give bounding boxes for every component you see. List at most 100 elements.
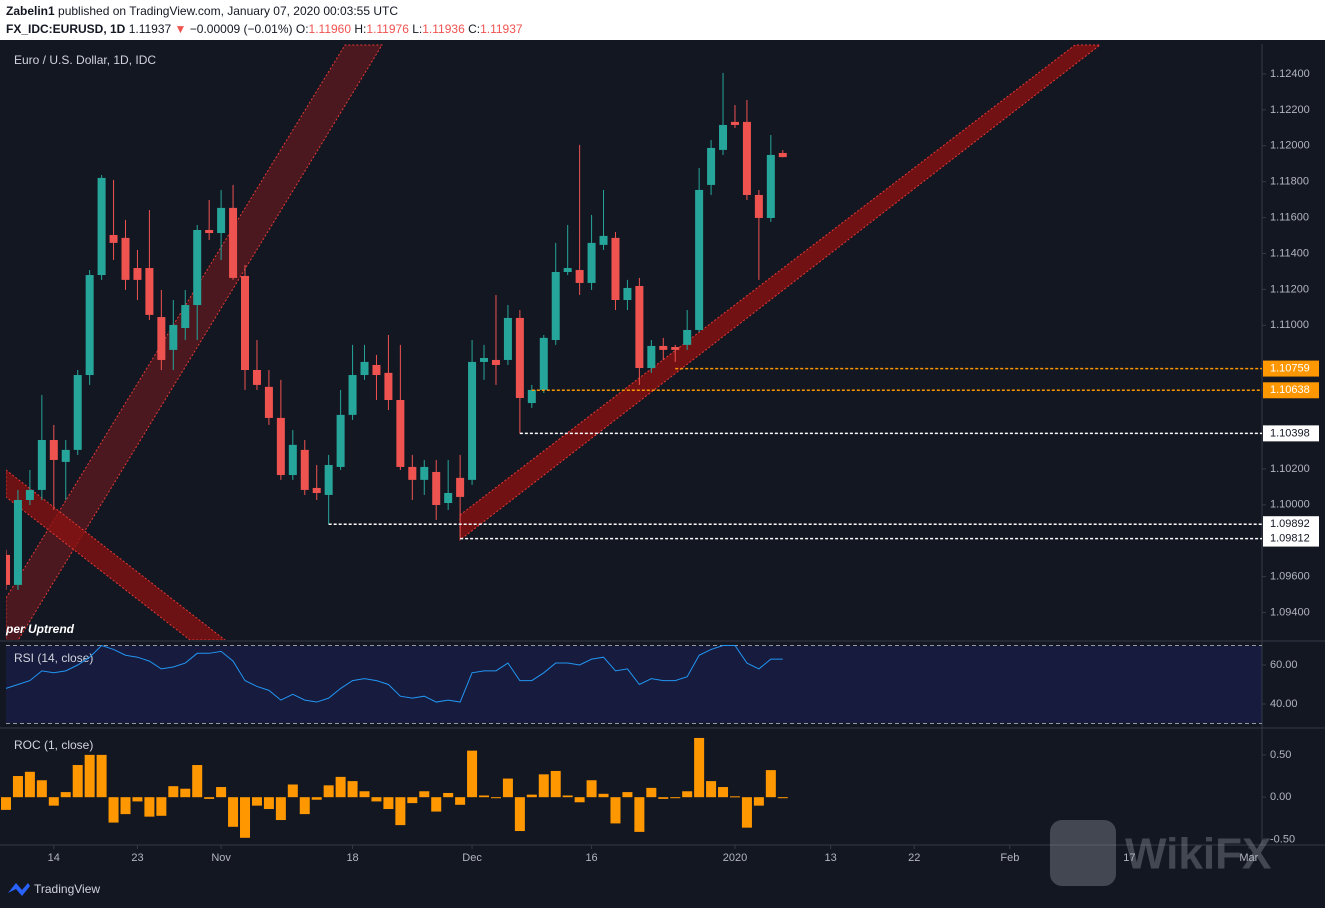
chart-title: Euro / U.S. Dollar, 1D, IDC (14, 53, 156, 67)
candle-body (491, 359, 500, 365)
level-tag (1263, 382, 1319, 399)
candle-body (635, 285, 644, 369)
roc-bar (311, 797, 322, 800)
roc-bar (180, 788, 191, 798)
candle-body (157, 317, 166, 360)
candle-body (444, 492, 453, 504)
candle-body (169, 324, 178, 350)
candle-body (145, 268, 154, 315)
y-tick-label: 1.12400 (1270, 68, 1310, 80)
candle-body (336, 414, 345, 467)
roc-bar (335, 776, 346, 798)
x-tick-label: Mar (1239, 852, 1258, 864)
last-price: 1.11937 (129, 22, 172, 36)
candle-body (563, 268, 572, 272)
roc-bar (622, 792, 633, 798)
candle-body (719, 124, 728, 150)
x-tick-label: 18 (346, 852, 358, 864)
roc-bar (610, 797, 621, 824)
x-tick-label: 23 (131, 852, 143, 864)
x-tick-label: 14 (48, 852, 60, 864)
candle-body (372, 364, 381, 376)
roc-bar (658, 797, 669, 799)
roc-bar (718, 787, 729, 798)
candle-body (360, 361, 369, 376)
roc-bar (84, 754, 95, 798)
y-tick-label: 40.00 (1270, 698, 1298, 710)
roc-bar (479, 795, 490, 798)
roc-bar (251, 797, 262, 806)
level-label: 1.09892 (1270, 518, 1310, 530)
roc-bar (395, 797, 406, 826)
annotation: per Uptrend (5, 622, 75, 636)
candle-body (599, 235, 608, 245)
y-tick-label: 1.10000 (1270, 499, 1310, 511)
candle-body (480, 357, 489, 362)
roc-bar (359, 791, 370, 798)
candle-body (539, 337, 548, 390)
y-tick-label: 1.11000 (1270, 319, 1309, 331)
h-value: 1.11976 (366, 22, 409, 36)
candle-body (503, 317, 512, 360)
watermark: WikiFX (1050, 820, 1271, 886)
candle-body (766, 154, 775, 218)
roc-bar (550, 770, 561, 798)
header-line: Zabelin1 published on TradingView.com, J… (6, 4, 398, 18)
change: −0.00009 (−0.01%) (190, 22, 293, 36)
roc-bar (586, 780, 597, 798)
channel (6, 44, 383, 640)
x-tick-label: Nov (211, 852, 231, 864)
candle-body (97, 177, 106, 276)
candle-body (217, 207, 226, 234)
channels (6, 44, 1102, 640)
roc-bar (72, 765, 83, 798)
roc-bar (670, 797, 681, 799)
roc-bar (502, 778, 513, 798)
watermark-text: WikiFX (1125, 830, 1271, 879)
roc-bar (574, 797, 585, 803)
candle-body (109, 235, 118, 243)
rsi-title: RSI (14, close) (14, 651, 93, 665)
candle-body (527, 389, 536, 404)
roc-bar (287, 784, 298, 798)
candle-body (229, 207, 238, 278)
roc-bar (777, 797, 788, 799)
candle-body (659, 345, 668, 350)
candle-body (671, 347, 680, 350)
y-tick-label: -0.50 (1270, 833, 1295, 845)
candle-body (264, 386, 273, 418)
candle-body (288, 444, 297, 476)
roc-bar (598, 793, 609, 798)
level-label: 1.10398 (1270, 427, 1310, 439)
candle-body (121, 237, 130, 280)
y-tick-label: 1.11600 (1270, 212, 1309, 224)
roc-bar (646, 787, 657, 798)
roc-bar (526, 794, 537, 798)
candle-body (611, 237, 620, 300)
candle-body (205, 229, 214, 234)
roc-bar (275, 797, 286, 821)
candle-body (754, 194, 763, 218)
candle-body (193, 229, 202, 306)
candle-body (133, 268, 142, 280)
roc-bar (192, 765, 203, 798)
o-value: 1.11960 (309, 22, 352, 36)
roc-bar (694, 737, 705, 798)
brand[interactable]: TradingView (34, 882, 100, 896)
y-tick-label: 60.00 (1270, 659, 1298, 671)
watermark-logo (1050, 820, 1116, 886)
candle-body (61, 449, 70, 462)
roc-bar (132, 797, 143, 802)
l-value: 1.11936 (422, 22, 465, 36)
y-tick-label: 1.09600 (1270, 571, 1310, 583)
roc-bar (407, 797, 418, 804)
y-tick-label: 1.11400 (1270, 247, 1309, 259)
x-tick-label: 13 (824, 852, 836, 864)
roc-bar (156, 797, 167, 816)
x-tick-label: Dec (462, 852, 482, 864)
roc-bar (12, 776, 23, 798)
rsi-line (5, 644, 783, 703)
roc-bar (347, 781, 358, 798)
candles (6, 72, 787, 590)
